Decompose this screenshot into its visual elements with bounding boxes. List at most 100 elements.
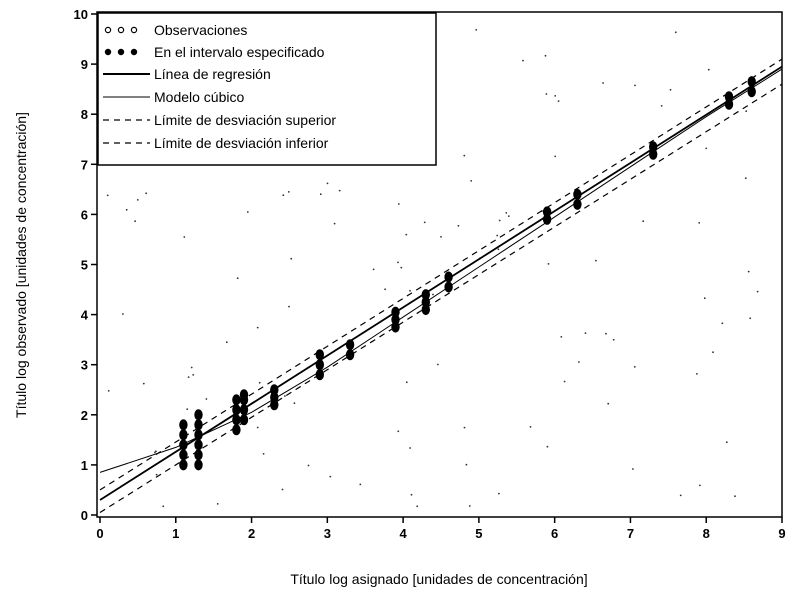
data-point [239, 414, 249, 426]
x-tick-label: 9 [778, 526, 785, 541]
data-point [239, 389, 249, 401]
noise-dot [307, 464, 310, 467]
series-regression-line [99, 65, 783, 501]
noise-dot [416, 505, 419, 508]
noise-dot [134, 220, 137, 223]
noise-dot [546, 445, 549, 448]
legend-label-inferior: Límite de desviación inferior [154, 135, 329, 151]
noise-dot [154, 451, 156, 454]
noise-dot [674, 31, 677, 34]
noise-dot [432, 293, 434, 296]
noise-dot [262, 453, 265, 455]
noise-dot [457, 224, 460, 227]
noise-dot [698, 222, 701, 224]
noise-dot [642, 220, 645, 223]
noise-dot [142, 382, 145, 385]
legend-label-intervalo: En el intervalo especificado [154, 44, 325, 60]
noise-dot [440, 236, 442, 238]
data-point [179, 449, 188, 461]
noise-dot [106, 194, 109, 197]
noise-dot [282, 194, 285, 197]
data-point [444, 271, 453, 283]
noise-dot [183, 236, 186, 238]
y-axis-title: Título log observado [unidades de concen… [13, 112, 29, 418]
noise-dot [145, 192, 148, 195]
noise-dot [205, 398, 208, 400]
data-point [421, 289, 430, 301]
noise-dot [703, 297, 706, 300]
noise-dot [397, 203, 400, 205]
noise-dot [634, 84, 636, 87]
y-tick-label: 3 [81, 358, 88, 373]
noise-dot [409, 289, 411, 292]
noise-dot [155, 473, 158, 476]
noise-dot [384, 288, 386, 291]
y-tick-label: 0 [81, 508, 88, 523]
data-point [345, 349, 355, 361]
noise-dot [498, 492, 500, 495]
x-tick-label: 7 [627, 526, 634, 541]
data-point [315, 349, 324, 361]
points-layer [179, 76, 756, 471]
noise-dot [107, 390, 110, 392]
noise-dot [607, 402, 610, 405]
y-tick-label: 1 [81, 458, 88, 473]
data-point [724, 91, 734, 103]
noise-dot [529, 426, 532, 428]
noise-dot [405, 233, 408, 236]
legend-box [97, 12, 437, 166]
noise-dot [187, 376, 190, 378]
noise-dot [372, 268, 375, 271]
series-lower-limit [99, 83, 783, 514]
noise-dot [756, 290, 759, 293]
noise-dot [545, 93, 548, 95]
noise-dot [463, 154, 466, 157]
noise-dot [258, 381, 261, 384]
noise-dot [338, 189, 341, 192]
data-point [573, 198, 582, 210]
noise-dot [192, 374, 195, 376]
noise-dot [186, 408, 189, 410]
noise-dot [319, 193, 322, 196]
data-point [315, 369, 324, 381]
series-layer [99, 58, 783, 514]
noise-dot [410, 493, 413, 496]
noise-dot [465, 463, 468, 466]
noise-dot [507, 215, 510, 218]
x-tick-label: 5 [475, 526, 482, 541]
data-point [194, 439, 203, 451]
noise-dot [397, 430, 400, 433]
noise-dot [602, 82, 604, 84]
noise-dot [236, 277, 239, 280]
noise-dot [745, 110, 748, 113]
noise-dot [660, 105, 663, 107]
noise-dot [162, 505, 165, 508]
data-point [747, 86, 756, 98]
noise-dot [749, 317, 752, 320]
noise-dot [554, 155, 557, 158]
y-tick-label: 4 [81, 308, 89, 323]
noise-dot [405, 381, 408, 384]
noise-dot [712, 351, 714, 354]
noise-dot [423, 221, 426, 224]
y-tick-label: 6 [81, 207, 88, 222]
data-point [239, 404, 249, 416]
data-point [391, 306, 400, 318]
legend: Observaciones En el intervalo especifica… [97, 12, 437, 166]
noise-dot [284, 395, 286, 397]
data-point [179, 459, 188, 471]
data-point [232, 414, 241, 426]
noise-dot [595, 259, 597, 262]
noise-dot [190, 366, 193, 369]
data-point [194, 429, 203, 441]
noise-dot [290, 257, 293, 260]
x-tick-label: 1 [172, 526, 179, 541]
y-tick-label: 9 [81, 57, 88, 72]
noise-dot [256, 326, 259, 329]
noise-dot [544, 54, 547, 57]
data-point [179, 429, 188, 441]
axes: 0 1 2 3 4 5 6 7 8 9 0 1 2 3 4 5 6 7 8 9 10 [74, 7, 786, 541]
noise-dot [333, 222, 336, 225]
data-point [179, 439, 188, 451]
